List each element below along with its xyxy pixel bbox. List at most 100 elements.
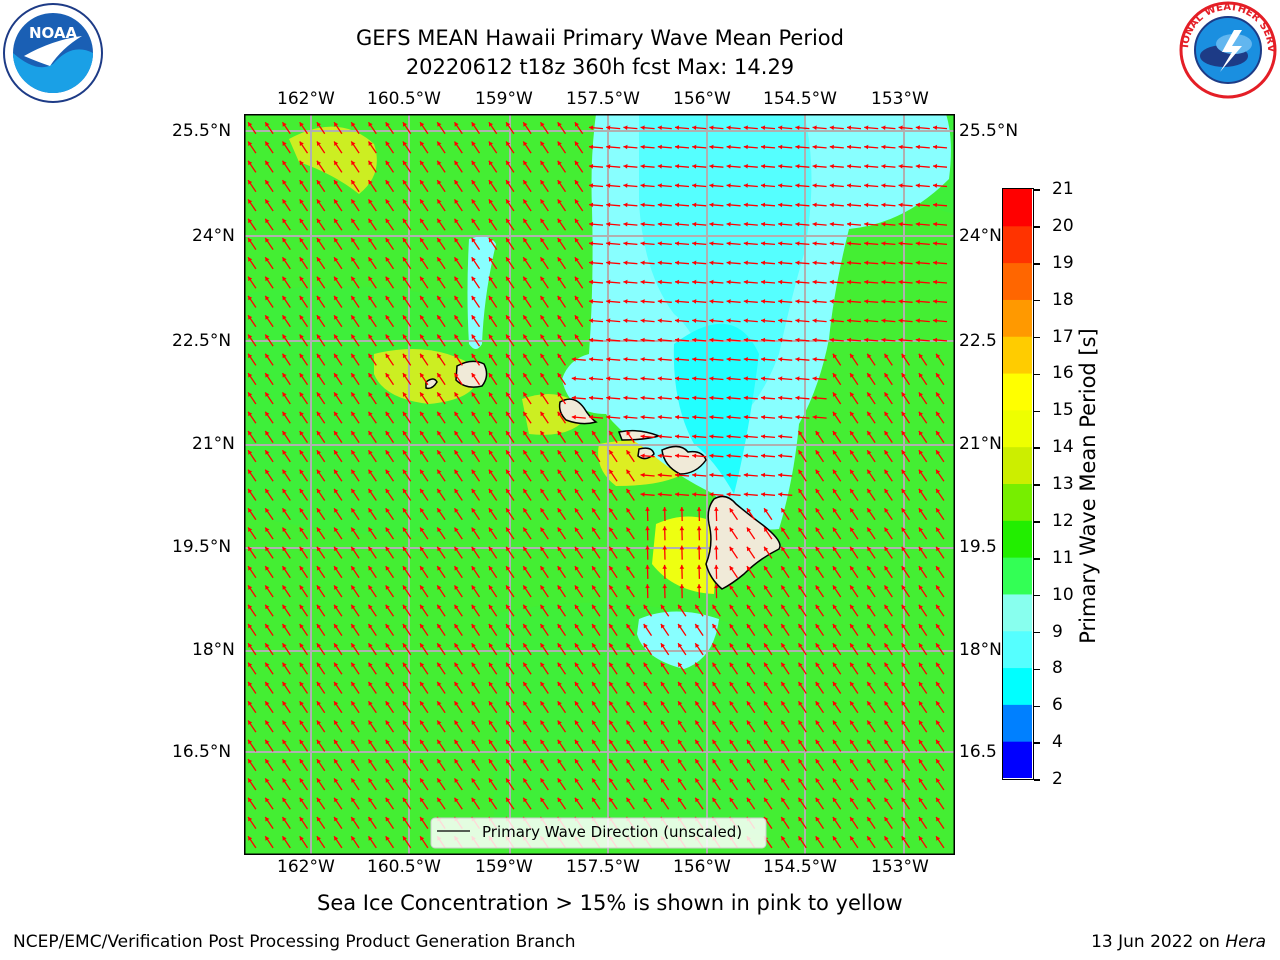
colorbar-tick — [1034, 336, 1040, 339]
footer-date-text: 13 Jun 2022 on — [1091, 932, 1226, 952]
colorbar-tick — [1034, 521, 1040, 523]
nws-logo: NATIONAL WEATHER SERVICE — [1172, 0, 1280, 104]
lat-tick-left-0: 25.5°N — [172, 121, 232, 141]
colorbar-segment — [1003, 741, 1032, 778]
lon-tick-top-5: 154.5°W — [763, 89, 837, 109]
colorbar-tick-label: 12 — [1052, 510, 1074, 531]
colorbar-tick-label: 9 — [1052, 621, 1063, 642]
hawaiian-islands — [425, 360, 781, 590]
colorbar-tick-label: 6 — [1052, 695, 1063, 716]
colorbar-tick — [1034, 189, 1040, 191]
lat-tick-right-5: 18°N — [959, 640, 1002, 660]
colorbar-tick-label: 14 — [1052, 437, 1074, 458]
field-yellow-bigisland — [652, 516, 719, 594]
colorbar-tick — [1034, 558, 1040, 560]
lat-tick-right-6: 16.5 — [959, 742, 997, 762]
lat-tick-right-0: 25.5°N — [959, 121, 1019, 141]
colorbar-tick-label: 16 — [1052, 363, 1074, 384]
colorbar-tick — [1034, 263, 1040, 265]
lon-tick-top-2: 159°W — [475, 89, 533, 109]
lat-tick-right-3: 21°N — [959, 434, 1002, 454]
colorbar-segment — [1003, 336, 1032, 374]
colorbar-tick-label: 8 — [1052, 658, 1063, 679]
grid-lines — [245, 115, 954, 854]
island-kauai — [455, 360, 488, 388]
map-legend: Primary Wave Direction (unscaled) — [430, 817, 767, 849]
colorbar-tick — [1034, 299, 1040, 302]
colorbar-segment — [1003, 225, 1032, 264]
footer-machine: Hera — [1225, 932, 1266, 952]
lon-tick-bottom-6: 153°W — [871, 857, 929, 877]
colorbar-segment — [1003, 704, 1032, 742]
lat-tick-left-4: 19.5°N — [172, 537, 232, 557]
colorbar-tick — [1034, 705, 1040, 707]
colorbar-tick — [1034, 594, 1040, 597]
lat-tick-left-2: 22.5°N — [172, 331, 232, 351]
island-oahu — [558, 398, 598, 425]
colorbar-tick-label: 4 — [1052, 732, 1063, 753]
island-hawaii — [705, 495, 781, 590]
map-title: GEFS MEAN Hawaii Primary Wave Mean Perio… — [356, 26, 844, 50]
colorbar-tick-label: 18 — [1052, 289, 1074, 310]
colorbar-tick — [1034, 447, 1040, 449]
colorbar-segment — [1003, 409, 1032, 448]
sea-ice-note: Sea Ice Concentration > 15% is shown in … — [317, 891, 903, 915]
colorbar-tick-label: 10 — [1052, 584, 1074, 605]
colorbar-segment — [1003, 373, 1032, 411]
island-niihau — [425, 378, 438, 390]
colorbar-tick-label: 19 — [1052, 252, 1074, 273]
lon-tick-top-3: 157.5°W — [566, 89, 640, 109]
colorbar — [1002, 188, 1034, 780]
colorbar-tick-label: 21 — [1052, 179, 1074, 199]
colorbar-tick — [1034, 742, 1040, 744]
colorbar-segment — [1003, 593, 1032, 632]
colorbar-tick — [1034, 631, 1040, 634]
colorbar-segment — [1003, 299, 1032, 337]
lon-tick-top-4: 156°W — [673, 89, 731, 109]
lat-tick-right-4: 19.5 — [959, 537, 997, 557]
lat-tick-left-1: 24°N — [192, 226, 235, 246]
lon-tick-bottom-0: 162°W — [277, 857, 335, 877]
island-maui — [661, 445, 707, 475]
lat-tick-right-2: 22.5 — [959, 331, 997, 351]
colorbar-tick-label: 17 — [1052, 326, 1074, 347]
colorbar-tick — [1034, 373, 1040, 376]
colorbar-tick-label: 2 — [1052, 769, 1063, 789]
colorbar-segment — [1003, 520, 1032, 558]
noaa-logo-text: NOAA — [29, 24, 78, 42]
colorbar-segment — [1003, 667, 1032, 705]
colorbar-tick-label: 11 — [1052, 547, 1074, 568]
colorbar-tick-label: 20 — [1052, 215, 1074, 236]
colorbar-segment — [1003, 557, 1032, 595]
colorbar-title: Primary Wave Mean Period [s] — [1076, 328, 1100, 644]
colorbar-tick — [1034, 668, 1040, 671]
lon-tick-bottom-4: 156°W — [673, 857, 731, 877]
colorbar-segment — [1003, 446, 1032, 484]
lat-tick-left-5: 18°N — [192, 640, 235, 660]
lon-tick-bottom-5: 154.5°W — [763, 857, 837, 877]
colorbar-segment — [1003, 262, 1032, 300]
footer-date: 13 Jun 2022 on Hera — [1091, 932, 1266, 952]
colorbar-segment — [1003, 189, 1032, 227]
footer-branch: NCEP/EMC/Verification Post Processing Pr… — [13, 932, 576, 952]
lat-tick-left-3: 21°N — [192, 434, 235, 454]
lon-tick-bottom-1: 160.5°W — [367, 857, 441, 877]
lon-tick-top-6: 153°W — [871, 89, 929, 109]
legend-label: Primary Wave Direction (unscaled) — [482, 823, 742, 841]
colorbar-segment — [1003, 630, 1032, 669]
noaa-logo: NOAA — [2, 2, 104, 104]
colorbar-tick — [1034, 410, 1040, 412]
lat-tick-left-6: 16.5°N — [172, 742, 232, 762]
map-subtitle: 20220612 t18z 360h fcst Max: 14.29 — [405, 55, 795, 79]
lon-tick-bottom-3: 157.5°W — [566, 857, 640, 877]
lon-tick-top-1: 160.5°W — [367, 89, 441, 109]
colorbar-tick — [1034, 226, 1040, 228]
lat-tick-right-1: 24°N — [959, 226, 1002, 246]
map-frame — [244, 114, 955, 855]
colorbar-segment — [1003, 483, 1032, 521]
colorbar-tick-label: 15 — [1052, 400, 1074, 421]
colorbar-tick — [1034, 779, 1040, 781]
lon-tick-bottom-2: 159°W — [475, 857, 533, 877]
wave-period-map: Primary Wave Direction (unscaled) — [244, 114, 955, 855]
lon-tick-top-0: 162°W — [277, 89, 335, 109]
